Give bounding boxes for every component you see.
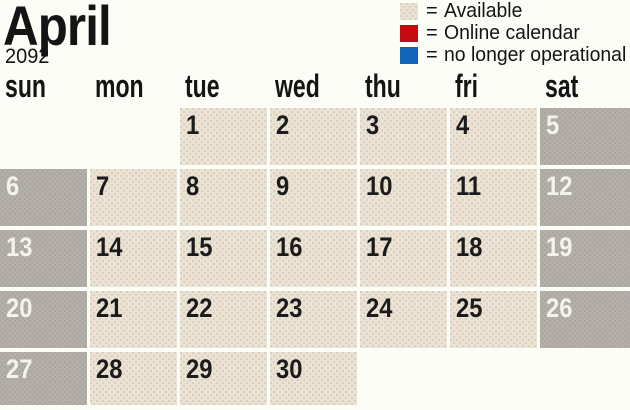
day-cell-21[interactable]: 21 [90, 291, 177, 348]
day-cell-6: 6 [0, 169, 87, 226]
day-cell-3[interactable]: 3 [360, 108, 447, 165]
day-number: 29 [186, 354, 213, 384]
day-cell-11[interactable]: 11 [450, 169, 537, 226]
day-number: 1 [186, 110, 200, 140]
day-cell-1[interactable]: 1 [180, 108, 267, 165]
day-cell-30[interactable]: 30 [270, 352, 357, 405]
day-number: 28 [96, 354, 123, 384]
day-cell-13: 13 [0, 230, 87, 287]
day-number: 23 [276, 293, 303, 323]
day-number: 20 [6, 293, 33, 323]
day-header-sat: sat [545, 68, 579, 104]
day-number: 3 [366, 110, 380, 140]
day-number: 5 [546, 110, 560, 140]
day-header-tue: tue [185, 68, 220, 104]
day-number: 14 [96, 232, 123, 262]
day-cell-15[interactable]: 15 [180, 230, 267, 287]
day-number: 9 [276, 171, 290, 201]
legend-equals: = [426, 0, 438, 22]
day-cell-10[interactable]: 10 [360, 169, 447, 226]
day-cell-14[interactable]: 14 [90, 230, 177, 287]
day-number: 16 [276, 232, 303, 262]
legend-item: = Available [400, 0, 630, 22]
legend-label: Online calendar [443, 22, 580, 44]
day-header-thu: thu [365, 68, 401, 104]
day-cell-23[interactable]: 23 [270, 291, 357, 348]
day-cell-2[interactable]: 2 [270, 108, 357, 165]
day-cell-25[interactable]: 25 [450, 291, 537, 348]
day-number: 27 [6, 354, 33, 384]
day-cell-12: 12 [540, 169, 630, 226]
day-number: 2 [276, 110, 290, 140]
available-swatch-icon [400, 3, 418, 20]
day-cell-16[interactable]: 16 [270, 230, 357, 287]
day-number: 22 [186, 293, 213, 323]
day-cell-4[interactable]: 4 [450, 108, 537, 165]
day-number: 19 [546, 232, 573, 262]
day-header-fri: fri [455, 68, 479, 104]
day-cell-22[interactable]: 22 [180, 291, 267, 348]
day-number: 26 [546, 293, 573, 323]
day-number: 25 [456, 293, 483, 323]
day-cell-8[interactable]: 8 [180, 169, 267, 226]
day-number: 30 [276, 354, 303, 384]
day-cell-17[interactable]: 17 [360, 230, 447, 287]
legend-equals: = [426, 22, 438, 44]
day-cell-7[interactable]: 7 [90, 169, 177, 226]
day-number: 18 [456, 232, 483, 262]
day-cell-9[interactable]: 9 [270, 169, 357, 226]
day-cell-20: 20 [0, 291, 87, 348]
day-cell-24[interactable]: 24 [360, 291, 447, 348]
day-header-wed: wed [275, 68, 320, 104]
day-number: 8 [186, 171, 200, 201]
day-header-sun: sun [5, 68, 46, 104]
day-number: 12 [546, 171, 573, 201]
legend-label: Available [443, 0, 523, 22]
day-number: 13 [6, 232, 33, 262]
day-cell-27: 27 [0, 352, 87, 405]
day-cell-29[interactable]: 29 [180, 352, 267, 405]
day-number: 11 [456, 171, 482, 201]
day-cell-26: 26 [540, 291, 630, 348]
day-number: 24 [366, 293, 393, 323]
legend-item: = no longer operational [400, 44, 630, 66]
day-number: 4 [456, 110, 470, 140]
year-label: 2092 [5, 45, 50, 68]
day-number: 10 [366, 171, 393, 201]
day-cell-18[interactable]: 18 [450, 230, 537, 287]
day-cell-19: 19 [540, 230, 630, 287]
day-number: 17 [366, 232, 393, 262]
legend-item: = Online calendar [400, 22, 630, 44]
day-number: 6 [6, 171, 20, 201]
online-calendar-swatch-icon [400, 25, 418, 42]
month-title: April [3, 0, 112, 57]
day-number: 7 [96, 171, 110, 201]
no-longer-operational-swatch-icon [400, 47, 418, 64]
day-cell-5: 5 [540, 108, 630, 165]
day-number: 15 [186, 232, 213, 262]
legend-label: no longer operational [443, 44, 626, 66]
day-header-mon: mon [95, 68, 144, 104]
legend: = Available = Online calendar = no longer ope… [400, 0, 630, 69]
legend-equals: = [426, 44, 438, 66]
day-cell-28[interactable]: 28 [90, 352, 177, 405]
day-number: 21 [96, 293, 123, 323]
